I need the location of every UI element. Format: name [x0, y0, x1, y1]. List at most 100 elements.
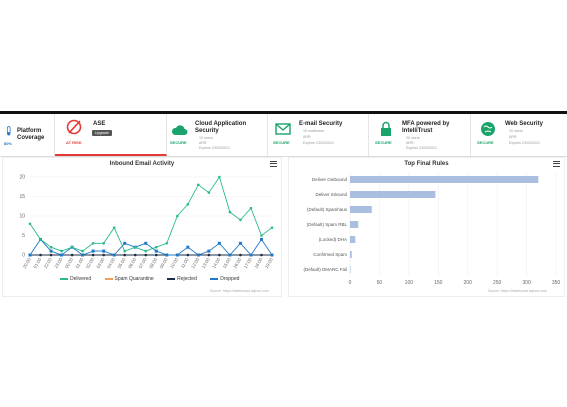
inbound-legend: Delivered Spam Quarantine Rejected Dropp…	[60, 276, 251, 282]
x-tick-label: 150	[434, 280, 443, 286]
x-tick-label: 350	[552, 280, 561, 286]
data-point	[91, 249, 95, 253]
data-point	[154, 253, 158, 257]
data-point	[123, 249, 126, 253]
category-label: (Default) Spam RBL	[307, 222, 348, 227]
legend-rejected[interactable]: Rejected	[167, 276, 197, 282]
data-point	[238, 241, 242, 245]
y-tick-label: 10	[19, 214, 25, 220]
tile-detail: ARR	[303, 135, 311, 139]
y-tick-label: 20	[19, 175, 25, 181]
data-point	[91, 253, 95, 257]
upgrade-badge[interactable]: Upgrade	[92, 130, 112, 136]
data-point	[175, 253, 179, 257]
series-line-dropped	[29, 238, 273, 256]
data-point	[123, 253, 126, 257]
legend-delivered[interactable]: Delivered	[60, 276, 91, 282]
data-point	[81, 249, 84, 253]
tile-detail: ARR	[199, 141, 207, 145]
data-point	[112, 253, 116, 257]
x-tick-label: 17:00	[243, 257, 253, 270]
tile-email-security[interactable]: E-mail Security 15 mailboxes ARR Expires…	[268, 114, 369, 156]
bar	[350, 221, 359, 228]
status-badge: AT RISK	[66, 140, 82, 145]
data-point	[144, 253, 148, 257]
data-point	[197, 183, 200, 187]
data-point	[144, 241, 148, 245]
data-point	[133, 253, 137, 257]
chart-menu-icon[interactable]	[270, 161, 277, 167]
y-tick-label: 5	[22, 233, 25, 239]
inbound-email-panel: Inbound Email Activity	[2, 157, 282, 297]
x-tick-label: 0	[349, 280, 352, 286]
status-badge: SECURE	[477, 140, 494, 145]
data-point	[123, 241, 127, 245]
top-rules-bar-chart: 0 50 100 150 200 250 300 350 Deliver Outbound Del…	[303, 172, 561, 286]
x-tick-label: 300	[522, 280, 531, 286]
data-point	[133, 245, 137, 249]
data-point	[81, 253, 85, 257]
bar	[350, 176, 539, 183]
x-tick-label: 50	[377, 280, 383, 286]
data-point	[239, 218, 242, 222]
rules-chart-title: Top Final Rules	[404, 161, 449, 167]
legend-dropped[interactable]: Dropped	[210, 276, 239, 282]
data-point	[154, 249, 158, 253]
data-point	[60, 253, 64, 257]
bar	[350, 191, 436, 198]
tile-ase[interactable]: ASE Upgrade AT RISK	[55, 114, 167, 156]
x-tick-label: 02:00	[85, 257, 95, 270]
tile-cloud-app-security[interactable]: Cloud Application Security 10 users ARR …	[167, 114, 268, 156]
data-point	[28, 253, 32, 257]
data-point	[249, 206, 253, 210]
category-label: (Default) Spamhaus	[307, 207, 348, 212]
tile-web-security[interactable]: Web Security 10 users ARR Expires 23/03/…	[471, 114, 567, 156]
data-point	[207, 249, 211, 253]
thermometer-icon	[6, 126, 11, 136]
data-point	[260, 253, 263, 257]
tile-title: Platform Coverage	[17, 128, 45, 141]
legend-spam-quarantine[interactable]: Spam Quarantine	[104, 276, 154, 282]
category-label: Deliver Outbound	[312, 177, 348, 182]
globe-icon	[481, 122, 495, 136]
tile-title: ASE	[93, 121, 106, 127]
x-tick-label: 16:00	[232, 257, 242, 270]
y-tick-label: 15	[19, 194, 25, 200]
x-tick-label: 250	[493, 280, 502, 286]
x-tick-label: 06:00	[127, 257, 137, 270]
data-point	[186, 253, 190, 257]
data-point	[102, 253, 105, 257]
category-label: (Locked) DHA	[319, 237, 347, 242]
bar	[350, 251, 352, 258]
x-tick-label: 03:00	[96, 257, 106, 270]
data-point	[39, 238, 42, 241]
tile-detail: Expires 23/03/2021	[406, 146, 437, 150]
data-point	[218, 253, 221, 257]
x-tick-label: 05:00	[117, 257, 127, 270]
tile-mfa[interactable]: MFA powered by IntelliTrust 20 users ARR…	[369, 114, 471, 156]
data-point	[70, 245, 74, 249]
data-point	[218, 175, 221, 179]
x-tick-label: 08:00	[148, 257, 158, 270]
tile-detail: 10 users	[199, 136, 213, 140]
data-point	[102, 242, 105, 245]
status-badge: SECURE	[375, 140, 392, 145]
tile-detail: Expires 23/03/2021	[303, 141, 334, 145]
data-point	[91, 242, 95, 245]
x-tick-label: 13:00	[201, 257, 211, 270]
data-point	[112, 226, 116, 229]
envelope-icon	[275, 123, 291, 135]
chart-menu-icon[interactable]	[553, 161, 560, 167]
data-point	[102, 249, 106, 253]
x-tick-label: 22:00	[43, 257, 53, 270]
data-point	[259, 237, 263, 241]
tile-title: Web Security	[505, 121, 543, 127]
status-badge: SECURE	[170, 140, 187, 145]
status-badge: SECURE	[273, 140, 290, 145]
tile-title: E-mail Security	[299, 121, 343, 127]
tile-platform-coverage[interactable]: Platform Coverage 80%	[0, 114, 55, 156]
data-point	[239, 253, 242, 257]
y-tick-label: 0	[22, 253, 25, 259]
tile-title: MFA powered by IntelliTrust	[402, 121, 450, 134]
